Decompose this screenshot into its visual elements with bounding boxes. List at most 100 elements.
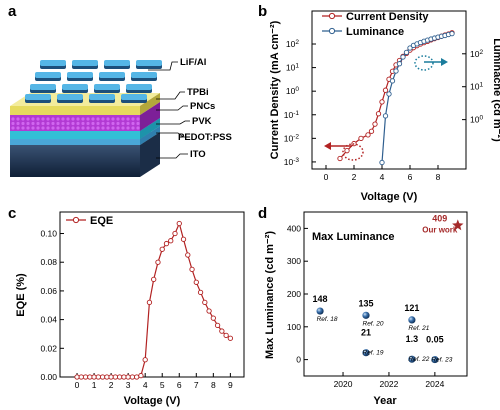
electrode-pad [99,72,125,78]
chart-c-point [202,299,208,306]
chart-c-point [214,322,221,328]
chart-c-point [227,335,234,341]
layer-ito-side [140,132,160,177]
panel-letter-d: d [258,205,267,222]
pnc-dot [81,126,85,130]
pnc-dot [131,121,135,126]
chart-c-point [223,332,229,339]
pnc-dot [41,117,45,121]
chart-d-highlight-value: 409 [432,213,447,223]
pnc-dot [56,117,60,121]
chart-c-xtick-label: 1 [92,380,97,390]
pnc-dot [61,121,65,126]
pnc-dot [106,126,110,130]
chart-b-ytick-label: 102 [286,39,299,49]
chart-c-point [151,276,157,283]
chart-c-point [189,266,195,273]
chart-b-y2tick-label: 102 [470,49,483,59]
chart-b-xtick-label: 0 [324,172,329,182]
pnc-dot [41,126,45,130]
chart-d-point-ref: Ref. 23 [431,357,452,364]
chart-b-legend: Current Density Luminance [322,11,429,38]
pnc-dot [76,121,80,126]
chart-b-frame [311,10,467,170]
annotation-current-ellipse [342,143,364,161]
chart-c-point [116,374,123,380]
chart-d-ticks: 2020 2022 2024 0 100 200 300 400 [287,223,445,389]
layer-pedot-side [140,126,160,145]
chart-d-point-value: 148 [313,294,328,304]
chart-c-ytick-label: 0.04 [40,315,57,325]
chart-c-point [99,374,106,380]
pnc-dot [101,126,105,130]
pnc-dot [51,126,55,130]
electrode-pad [104,60,130,66]
label-ito: ITO [190,149,206,160]
legend-eqe-marker [72,216,80,224]
chart-d-point [431,355,439,364]
electrode-pad [131,72,157,78]
chart-b-point [386,91,392,97]
electrode-pad [94,84,120,90]
chart-b-series-line-1 [381,33,453,163]
chart-b-xlabel: Voltage (V) [361,191,418,203]
pnc-dot [46,121,50,126]
legend-luminance-marker [328,27,336,35]
pnc-dot [101,117,105,121]
chart-b-point [407,45,413,51]
chart-d-point-ref: Ref. 21 [408,325,429,332]
label-pedot-pss: PEDOT:PSS [178,132,232,143]
pnc-dot [106,117,110,121]
pnc-dot [16,121,20,126]
chart-c-series-line [77,221,231,378]
chart-c-ticks: 0 1 2 3 4 5 6 7 8 9 0.00 0.02 0.04 0.06 0.08 0.10 [40,229,233,390]
chart-b-point [379,159,385,166]
chart-b-point [382,87,389,93]
chart-d-ylabel: Max Luminance (cd m⁻²) [264,231,276,359]
chart-b-series [337,30,455,166]
pnc-dot [96,117,100,121]
chart-c-point [78,374,84,380]
legend-current-label: Current Density [346,11,429,23]
electrode-pad [89,94,115,100]
chart-c-point [172,230,178,237]
chart-c-ytick-label: 0.06 [40,286,57,296]
pnc-dot [11,117,15,121]
chart-c-xtick-label: 0 [75,380,80,390]
chart-c-point [163,240,170,247]
chart-c-xtick-label: 2 [109,380,114,390]
pnc-dot [66,121,70,126]
leader-pedot [156,132,190,138]
pnc-dot [136,126,140,130]
chart-c: 0 1 2 3 4 5 6 7 8 9 0.00 0.02 0.04 0.06 0.08 0.10 EQE V… [15,211,245,407]
electrode-pad [62,84,88,90]
legend-eqe-label: EQE [90,215,113,227]
pnc-dot [41,121,45,126]
pnc-dot [31,117,35,121]
chart-d-point-ref: Ref. 19 [363,350,384,357]
chart-c-xtick-label: 3 [126,380,131,390]
chart-b-point [403,49,410,56]
chart-b-point [372,121,378,127]
pnc-dot [56,126,60,130]
chart-b-xtick-label: 8 [436,172,441,182]
pnc-dot [86,126,90,130]
electrode-array [25,60,162,103]
chart-b-ytick-label: 100 [286,86,299,96]
chart-b-point [400,54,406,60]
pnc-dot [116,126,120,130]
pnc-dot [136,121,140,126]
label-lif-al: LiF/Al [180,57,206,68]
chart-c-ylabel: EQE (%) [15,273,27,317]
chart-c-point [91,374,97,380]
pnc-dot [71,117,75,121]
chart-c-point [168,238,174,244]
chart-d-ytick-label: 200 [287,289,301,299]
pnc-dot [126,121,130,126]
layer-tpbi-side [140,93,160,115]
chart-d-points: 148 Ref. 18 21 Ref. 19 135 Ref. 20 121 Ref. 21 1… [313,213,464,364]
label-tpbi: TPBi [187,87,209,98]
chart-b-ylabel2: Luminacne (cd m⁻²) [491,38,500,142]
pnc-dot [81,117,85,121]
pnc-dot [91,121,95,126]
